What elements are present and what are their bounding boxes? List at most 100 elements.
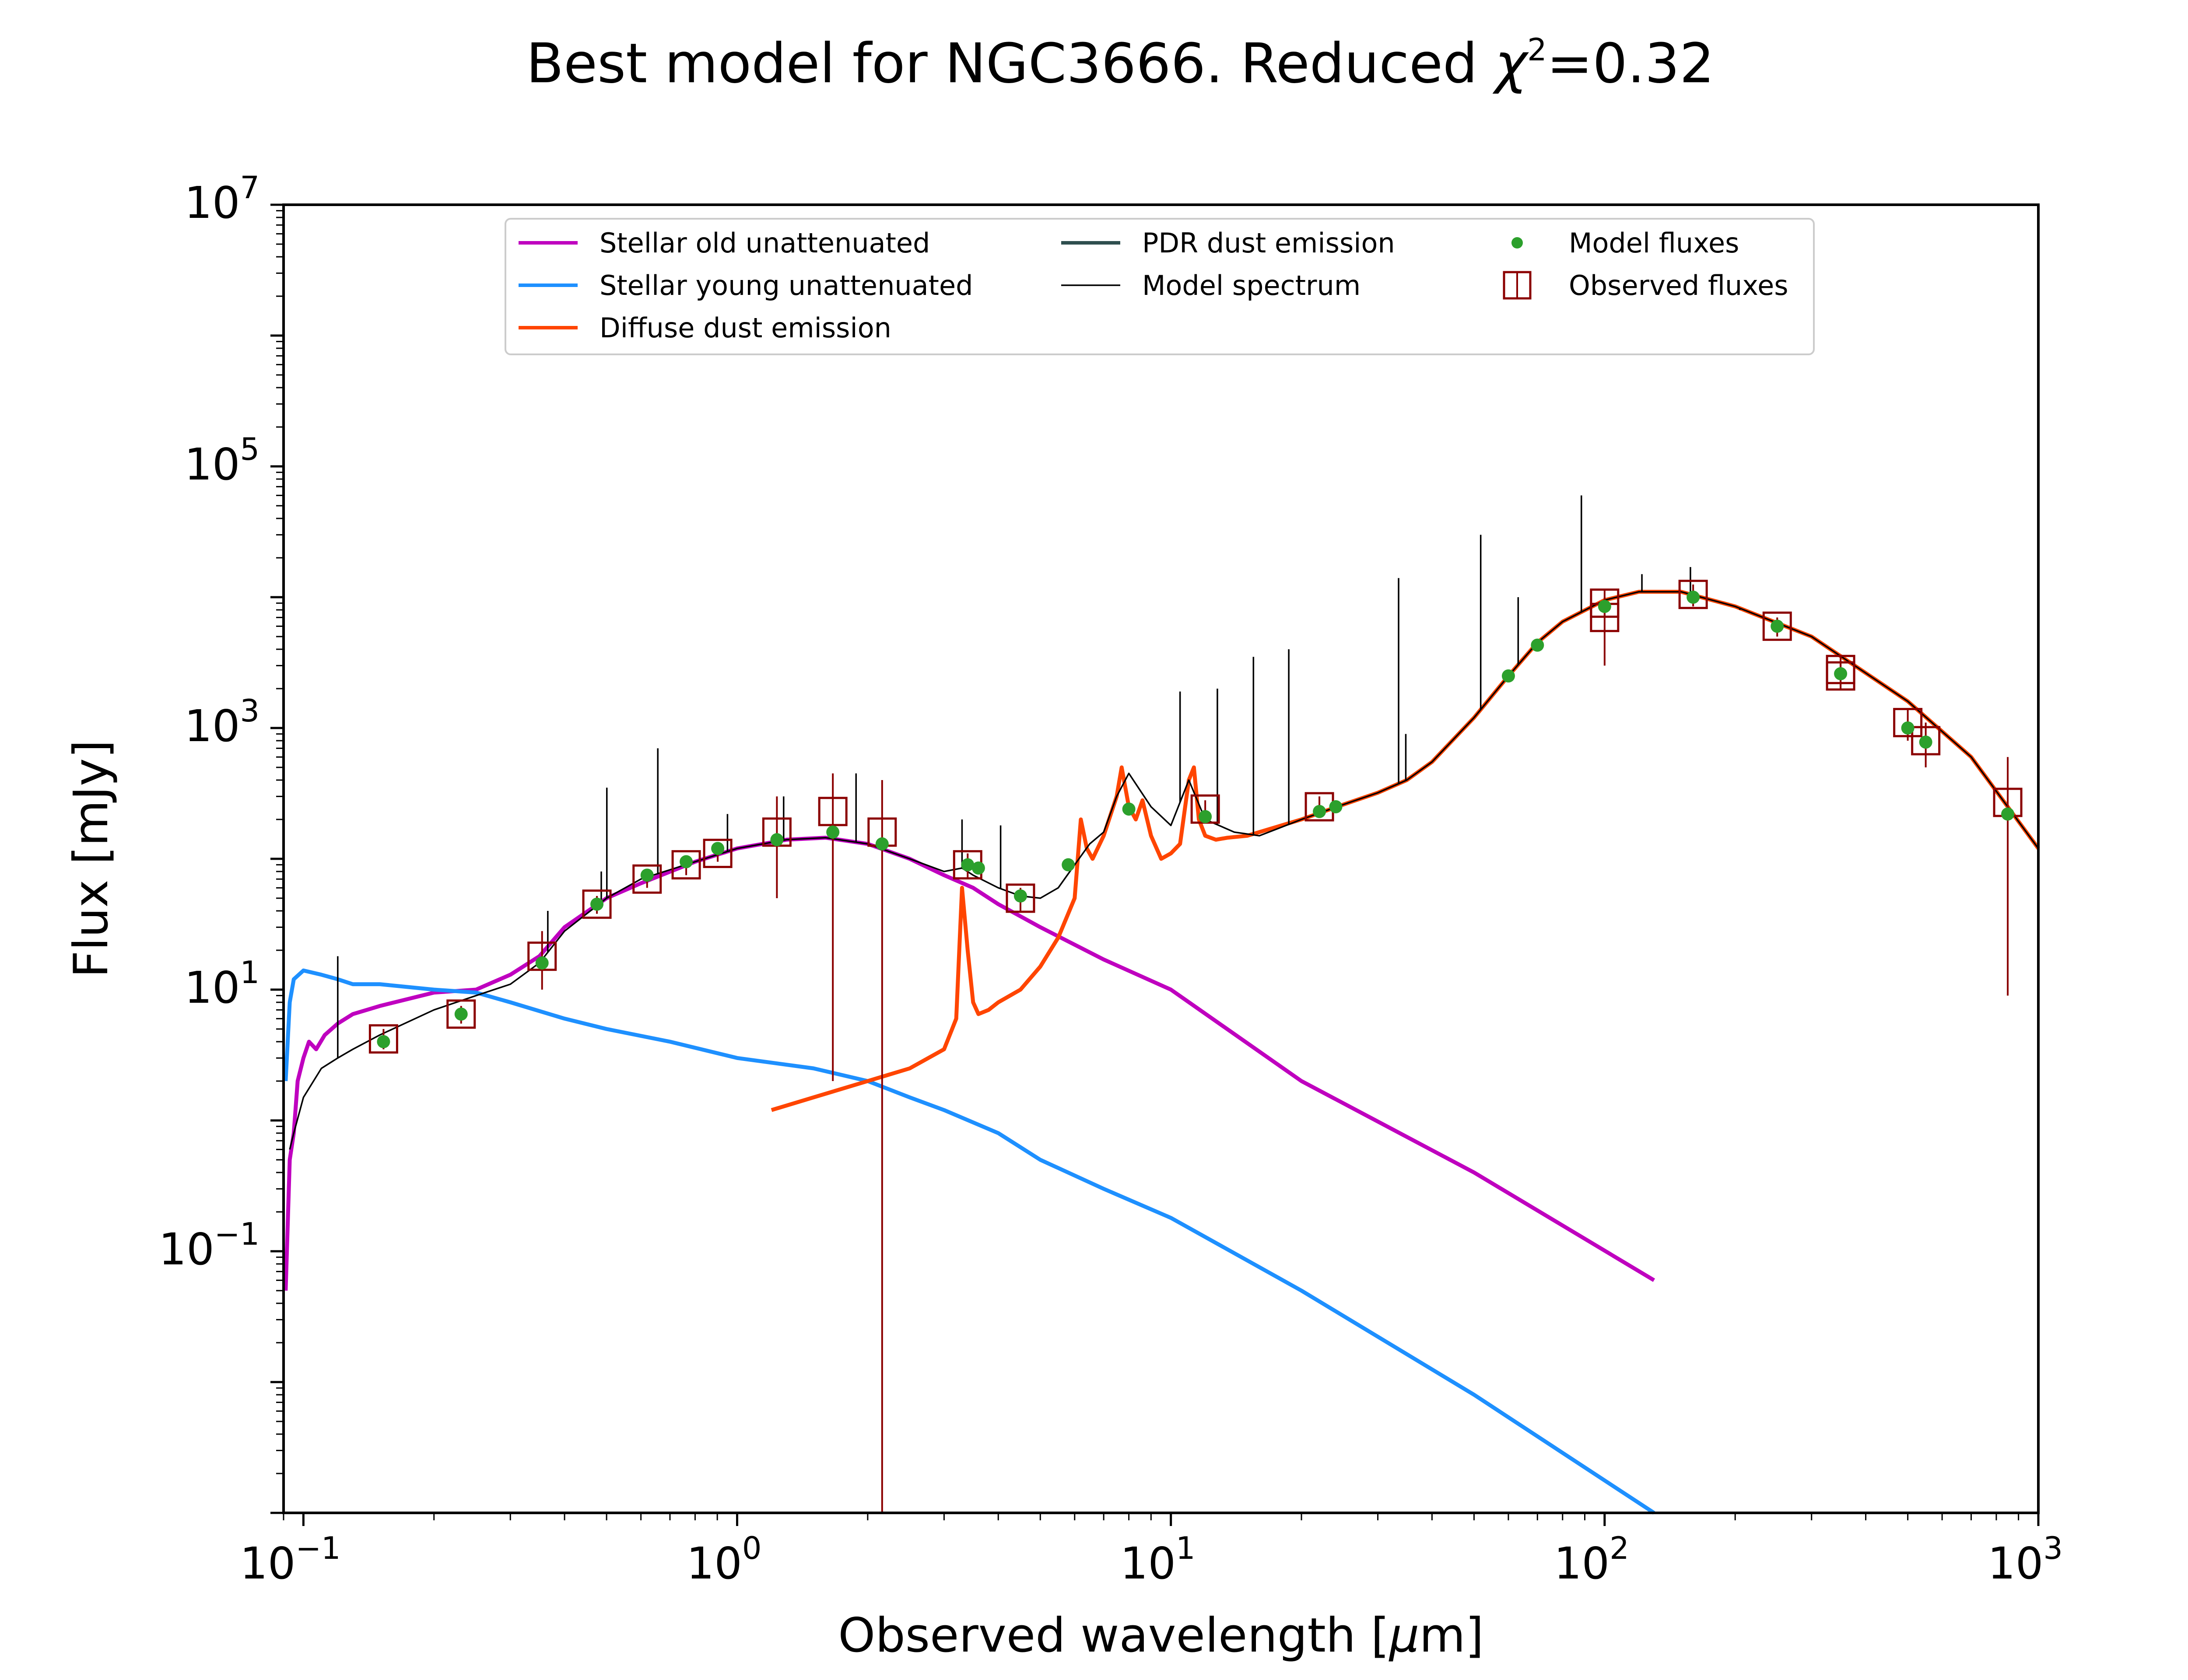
model-flux-point: [1531, 638, 1544, 652]
observed-flux-marker: [1911, 726, 1941, 756]
legend: Stellar old unattenuated Stellar young un…: [505, 218, 1815, 355]
chart-title-superscript: 2: [1527, 32, 1547, 68]
observed-flux-marker: [368, 1024, 398, 1054]
model-flux-point: [2001, 807, 2015, 821]
series-line-stellar-young-unattenuated: [284, 968, 1655, 1515]
chart-title-prefix: Best model for NGC3666. Reduced: [526, 32, 1495, 95]
series-line-model-spectrum: [289, 591, 2039, 1150]
observed-flux-markers: [368, 580, 2023, 1054]
x-axis-label: Observed wavelength [μm]: [838, 1608, 1484, 1663]
x-axis-label-prefix: Observed wavelength [: [838, 1608, 1389, 1663]
observed-flux-marker: [1006, 883, 1035, 913]
chart-title-suffix: =0.32: [1547, 32, 1715, 95]
model-flux-point: [1199, 810, 1212, 823]
x-tick-label-base: 10: [687, 1538, 742, 1589]
emission-lines: [337, 495, 1741, 1058]
observed-flux-marker: [1893, 708, 1923, 738]
observed-flux-marker: [1762, 611, 1792, 641]
model-flux-point: [1313, 805, 1326, 818]
y-tick-label-base: 10: [159, 1224, 214, 1275]
model-flux-point: [1062, 858, 1075, 872]
x-tick-label: 100: [687, 1530, 762, 1589]
model-flux-point: [875, 837, 889, 850]
y-tick-label: 105: [184, 431, 259, 490]
x-axis-label-suffix: m]: [1419, 1608, 1483, 1663]
model-flux-point: [1122, 802, 1136, 816]
model-flux-point: [640, 868, 654, 882]
legend-label-diffuse-dust-emission: Diffuse dust emission: [600, 312, 891, 344]
model-flux-point: [1329, 800, 1343, 814]
y-tick-label-base: 10: [184, 700, 240, 752]
series-line-stellar-old-unattenuated: [284, 836, 1655, 1291]
model-flux-point: [1834, 667, 1848, 680]
observed-flux-marker: [1590, 588, 1620, 618]
x-tick-label-base: 10: [1554, 1538, 1609, 1589]
legend-handle-model-fluxes: [1511, 237, 1523, 248]
chart-title: Best model for NGC3666. Reduced χ2=0.32: [526, 32, 1714, 95]
model-flux-markers: [377, 591, 2015, 1048]
x-tick-label: 10−1: [240, 1530, 340, 1589]
x-tick-label-base: 10: [240, 1538, 295, 1589]
model-flux-point: [377, 1035, 390, 1048]
y-tick-label-exponent: 1: [240, 955, 259, 990]
x-tick-label-exponent: 2: [1609, 1530, 1629, 1566]
y-axis-label: Flux [mJy]: [64, 740, 119, 978]
x-tick-label-exponent: 0: [742, 1530, 762, 1566]
model-flux-point: [1771, 620, 1784, 633]
legend-label-observed-fluxes: Observed fluxes: [1569, 270, 1788, 301]
observed-flux-marker: [1826, 661, 1855, 691]
observed-flux-marker: [582, 889, 612, 919]
model-flux-point: [971, 861, 985, 875]
x-axis-ticks: 10−1 100 101 102 103: [240, 1513, 2063, 1589]
x-tick-label-exponent: 3: [2043, 1530, 2063, 1566]
chart-title-chi: χ: [1492, 32, 1529, 95]
legend-label-model-spectrum: Model spectrum: [1142, 270, 1360, 301]
model-flux-point: [770, 833, 784, 847]
model-flux-point: [1919, 735, 1932, 749]
y-tick-label: 103: [184, 693, 259, 752]
model-flux-point: [961, 858, 975, 872]
y-tick-label: 101: [184, 955, 259, 1013]
y-tick-label-exponent: 3: [240, 693, 259, 729]
y-tick-label-base: 10: [184, 962, 240, 1013]
legend-label-model-fluxes: Model fluxes: [1569, 227, 1739, 259]
y-tick-label-exponent: −1: [214, 1216, 259, 1252]
model-flux-point: [826, 825, 840, 839]
model-flux-point: [1901, 721, 1914, 735]
model-flux-point: [1687, 591, 1700, 604]
model-flux-point: [1013, 889, 1027, 903]
observed-flux-marker: [446, 999, 476, 1029]
legend-label-stellar-young-unattenuated: Stellar young unattenuated: [600, 270, 973, 301]
x-tick-label-base: 10: [1988, 1538, 2043, 1589]
observed-flux-marker: [671, 850, 701, 880]
model-flux-point: [535, 956, 549, 970]
x-tick-label-exponent: −1: [295, 1530, 340, 1566]
x-axis-label-mu: μ: [1389, 1608, 1420, 1663]
model-flux-point: [680, 855, 693, 868]
model-flux-point: [1501, 669, 1515, 683]
observed-flux-marker: [527, 942, 557, 971]
y-tick-label: 107: [184, 170, 259, 228]
y-tick-label-base: 10: [184, 177, 240, 228]
model-flux-point: [711, 842, 725, 855]
model-flux-point: [590, 897, 604, 911]
observed-flux-marker: [818, 797, 848, 826]
y-tick-label: 10−1: [159, 1216, 259, 1275]
observed-flux-marker: [632, 864, 662, 894]
x-tick-label: 103: [1988, 1530, 2063, 1589]
legend-box: [505, 218, 1815, 355]
model-flux-point: [1598, 600, 1611, 613]
y-tick-label-exponent: 7: [240, 170, 259, 206]
x-tick-label-base: 10: [1120, 1538, 1176, 1589]
plot-lines: [284, 590, 2040, 1515]
y-tick-label-base: 10: [184, 439, 240, 490]
x-tick-label: 101: [1120, 1530, 1196, 1589]
observed-flux-marker: [703, 839, 733, 868]
x-tick-label: 102: [1554, 1530, 1629, 1589]
observed-flux-marker: [1678, 580, 1708, 609]
legend-label-stellar-old-unattenuated: Stellar old unattenuated: [600, 227, 930, 259]
model-flux-point: [454, 1007, 468, 1021]
y-tick-label-exponent: 5: [240, 431, 259, 467]
